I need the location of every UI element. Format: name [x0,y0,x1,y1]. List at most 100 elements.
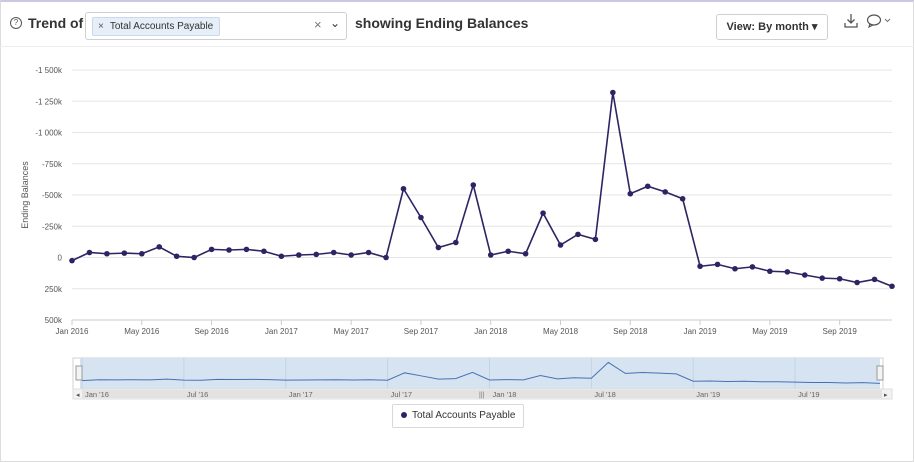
data-point[interactable] [86,249,93,256]
data-point[interactable] [435,244,442,251]
clear-filter-icon[interactable]: × [314,17,322,32]
data-point[interactable] [522,250,529,257]
data-point[interactable] [348,252,354,258]
y-tick-label: -750k [42,160,63,169]
view-by-month-button[interactable]: View: By month ▾ [716,14,828,40]
data-point[interactable] [453,239,459,246]
scroll-right-arrow[interactable]: ▸ [884,392,888,399]
data-point[interactable] [261,248,267,255]
navigator-left-handle[interactable] [75,365,83,381]
data-point[interactable] [208,246,215,253]
chart-grid [72,69,892,321]
data-point[interactable] [487,252,494,258]
data-point[interactable] [400,185,407,192]
y-tick-label: -500k [42,191,63,200]
navigator-selection[interactable] [80,358,880,389]
navigator[interactable]: ◂ ▸ ||| Jan '16 Jul '16 Jan '17 Jul '17 Jan … [72,357,893,400]
series-line [71,92,893,287]
data-point[interactable] [714,261,721,268]
data-point[interactable] [243,246,250,253]
data-point[interactable] [854,279,860,286]
scroll-left-arrow[interactable]: ◂ [76,392,80,399]
data-point[interactable] [156,244,163,250]
data-point[interactable] [313,251,320,258]
x-tick-label: Sep 2018 [613,327,648,336]
data-point[interactable] [226,247,232,253]
data-point[interactable] [801,272,808,278]
chip-remove-icon[interactable]: × [98,21,104,32]
data-point[interactable] [330,249,337,256]
account-filter-select[interactable]: × Total Accounts Payable × ⌄ [85,12,347,40]
y-tick-label: 500k [45,316,63,325]
chart-legend[interactable]: Total Accounts Payable [392,404,525,428]
x-tick-label: Sep 2016 [194,327,229,336]
y-tick-label: -1 500k [35,66,63,75]
navigator-label: Jul '16 [187,390,208,399]
data-point[interactable] [296,252,302,258]
y-axis-ticks: -1 500k -1 250k -1 000k -750k -500k -250k 0 250… [35,66,63,325]
data-point[interactable] [662,189,668,195]
data-point[interactable] [191,254,197,261]
chart-header: ? Trend of × Total Accounts Payable × ⌄ s… [0,0,914,46]
data-point[interactable] [278,253,285,260]
chevron-down-icon[interactable]: ⌄ [330,16,341,30]
data-point[interactable] [575,231,581,238]
help-circle-icon[interactable]: ? [10,17,22,29]
data-point[interactable] [644,183,651,190]
data-point[interactable] [173,253,180,260]
x-tick-label: Jan 2018 [474,327,507,336]
x-tick-label: Jan 2017 [265,327,298,336]
legend-marker [401,412,407,419]
y-tick-label: -1 000k [35,129,63,138]
data-point[interactable] [767,268,773,275]
comment-icon[interactable] [866,13,892,29]
data-point[interactable] [69,257,75,264]
navigator-scrollbar-thumb[interactable] [82,390,882,398]
filter-chip-label: Total Accounts Payable [109,21,214,32]
scrollbar-grip-icon[interactable]: ||| [479,392,485,399]
data-point[interactable] [470,182,477,188]
y-tick-label: -250k [42,222,63,231]
data-point[interactable] [679,195,686,202]
x-tick-label: Sep 2017 [404,327,439,336]
data-point[interactable] [610,89,616,96]
download-icon[interactable] [843,13,859,29]
data-point[interactable] [505,248,511,255]
data-point[interactable] [383,254,389,261]
data-point[interactable] [889,283,895,290]
data-point[interactable] [871,276,878,283]
data-point[interactable] [138,250,145,257]
data-point[interactable] [697,263,703,270]
data-point[interactable] [749,264,756,270]
navigator-grid [81,358,796,389]
data-point[interactable] [819,275,826,281]
y-axis-label: Ending Balances [20,161,30,229]
navigator-right-handle[interactable] [876,365,884,381]
y-tick-label: -1 250k [35,97,63,106]
data-point[interactable] [540,210,546,216]
data-point[interactable] [104,250,110,257]
navigator-label: Jan '16 [85,390,109,399]
data-point[interactable] [836,275,843,282]
navigator-series-line [81,361,881,384]
x-tick-label: Sep 2019 [823,327,858,336]
navigator-label: Jul '19 [798,390,819,399]
data-point[interactable] [592,236,599,243]
showing-label: showing Ending Balances [355,15,529,31]
data-point[interactable] [557,242,564,248]
y-tick-label: 250k [45,285,63,294]
view-button-label: View: By month [726,21,809,33]
series-points [69,89,895,290]
legend-label: Total Accounts Payable [412,410,516,421]
navigator-label: Jul '17 [391,390,412,399]
data-point[interactable] [418,214,424,221]
data-point[interactable] [627,190,634,197]
data-point[interactable] [732,265,738,272]
filter-chip[interactable]: × Total Accounts Payable [92,17,221,36]
data-point[interactable] [784,269,791,275]
x-tick-label: May 2019 [752,327,788,336]
x-axis-ticks: Jan 2016 May 2016 Sep 2016 Jan 2017 May 2017… [56,320,858,336]
y-tick-label: 0 [58,254,63,263]
data-point[interactable] [121,250,128,256]
data-point[interactable] [365,249,372,256]
